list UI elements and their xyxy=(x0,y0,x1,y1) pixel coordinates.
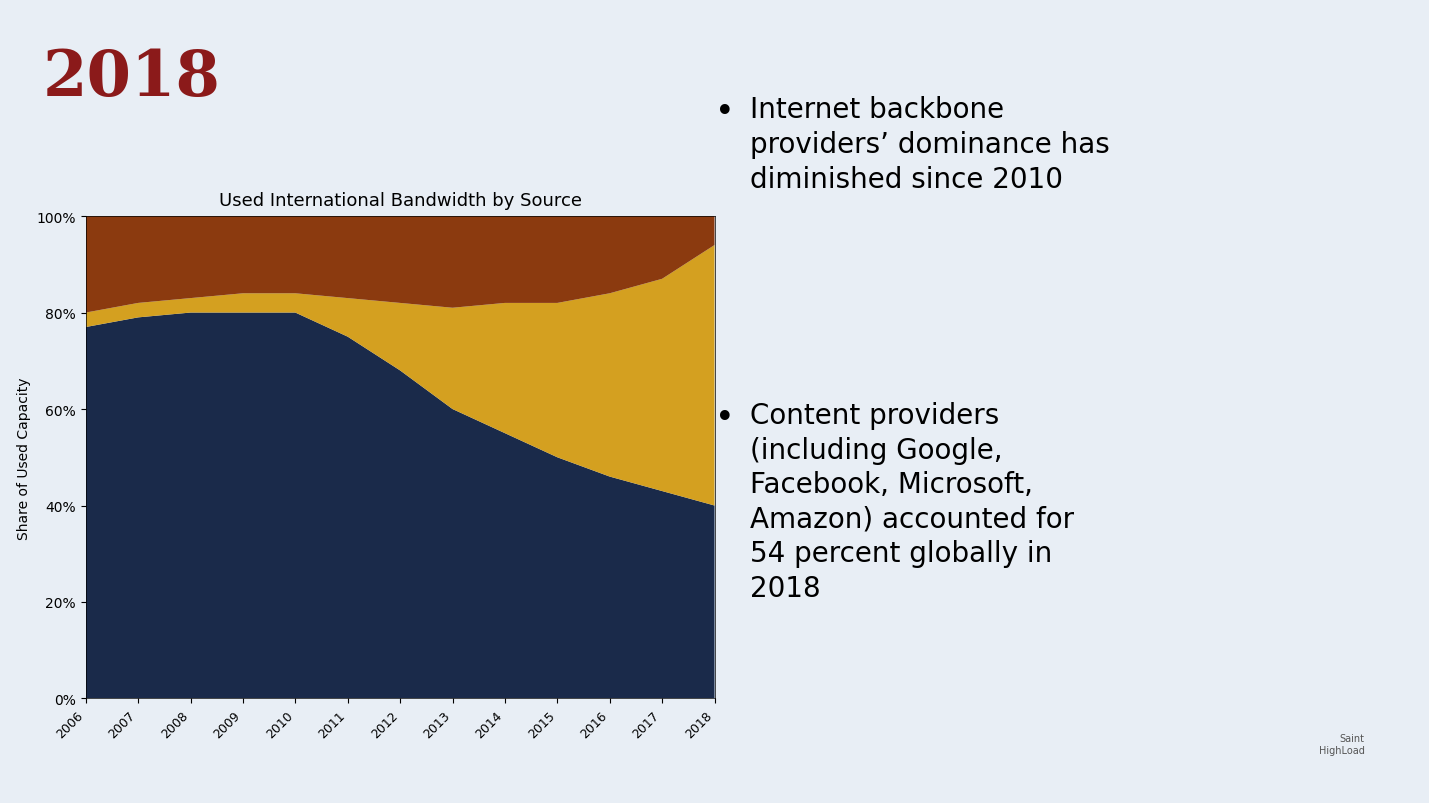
Text: •: • xyxy=(714,402,735,434)
Text: Content providers
(including Google,
Facebook, Microsoft,
Amazon) accounted for
: Content providers (including Google, Fac… xyxy=(750,402,1075,602)
Text: Saint
HighLoad: Saint HighLoad xyxy=(1319,733,1365,755)
Y-axis label: Share of Used Capacity: Share of Used Capacity xyxy=(17,377,31,539)
Text: •: • xyxy=(714,96,735,129)
Title: Used International Bandwidth by Source: Used International Bandwidth by Source xyxy=(219,192,582,210)
Text: 2018: 2018 xyxy=(43,48,220,109)
Text: Internet backbone
providers’ dominance has
diminished since 2010: Internet backbone providers’ dominance h… xyxy=(750,96,1110,194)
